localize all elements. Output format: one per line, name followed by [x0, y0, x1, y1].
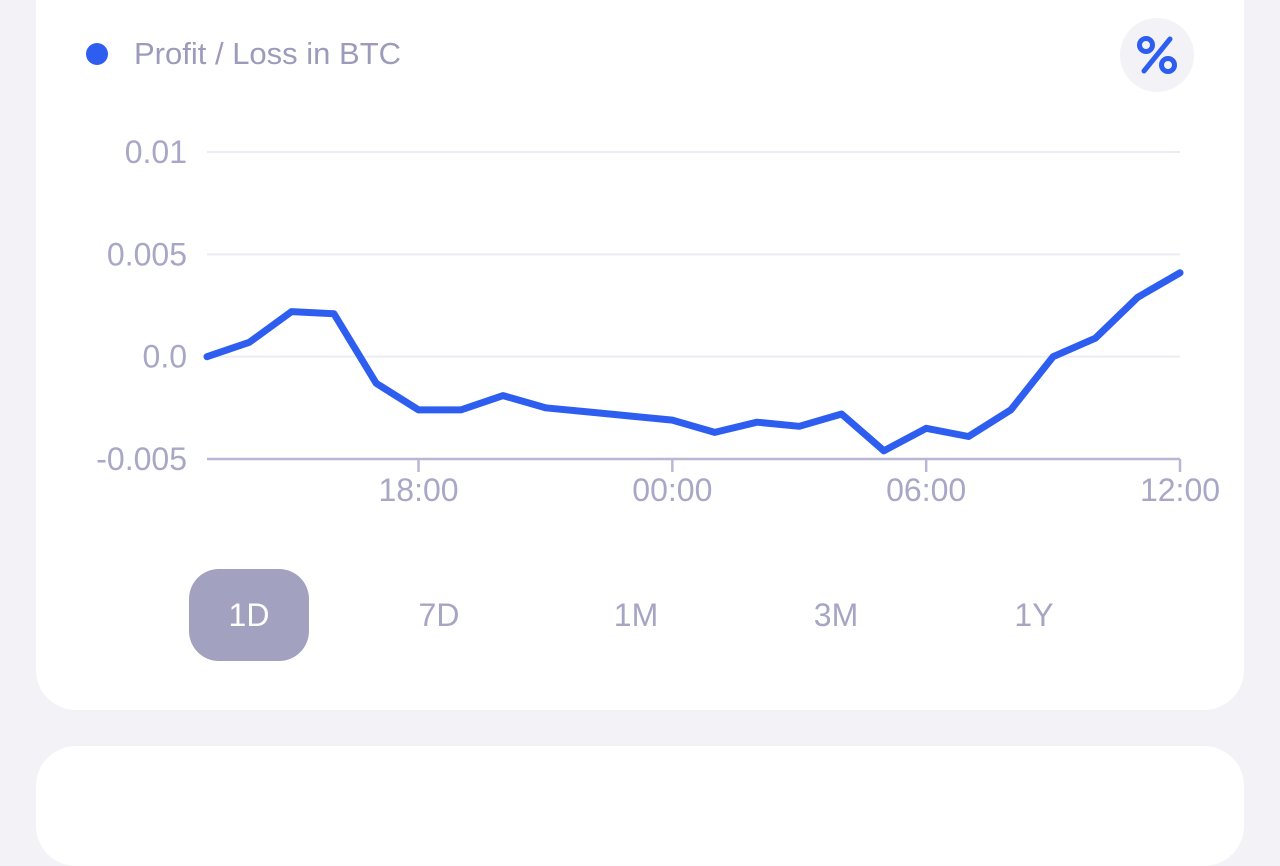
- y-tick-label: -0.005: [96, 441, 187, 477]
- chart-series: [203, 269, 1184, 455]
- chart-legend: Profit / Loss in BTC: [86, 30, 401, 78]
- x-tick-label: 12:00: [1140, 472, 1220, 508]
- y-tick-label: 0.01: [125, 134, 187, 170]
- x-tick-label: 18:00: [378, 472, 458, 508]
- legend-dot: [86, 43, 108, 65]
- series-line: [203, 269, 1184, 455]
- tab-7d[interactable]: 7D: [418, 596, 460, 633]
- tab-3m[interactable]: 3M: [813, 596, 859, 633]
- y-tick-label: 0.005: [107, 236, 187, 272]
- x-tick-label: 00:00: [632, 472, 712, 508]
- percent-toggle-button[interactable]: [1120, 18, 1194, 92]
- legend-label: Profit / Loss in BTC: [134, 36, 402, 71]
- next-card: [36, 746, 1244, 866]
- tab-1d[interactable]: 1D: [189, 569, 309, 661]
- x-tick-label: 06:00: [886, 472, 966, 508]
- pnl-line-chart: 0.01 0.005 0.0 -0.005 18:00 00:00 06:00 12:00: [96, 134, 1220, 508]
- y-axis-ticks: 0.01 0.005 0.0 -0.005: [96, 134, 187, 477]
- y-tick-label: 0.0: [143, 339, 187, 375]
- percent-icon: [1137, 36, 1177, 74]
- tab-1m[interactable]: 1M: [613, 596, 659, 633]
- tab-1y[interactable]: 1Y: [1014, 596, 1054, 633]
- x-axis-ticks: 18:00 00:00 06:00 12:00: [378, 459, 1220, 508]
- chart-grid: [207, 151, 1180, 358]
